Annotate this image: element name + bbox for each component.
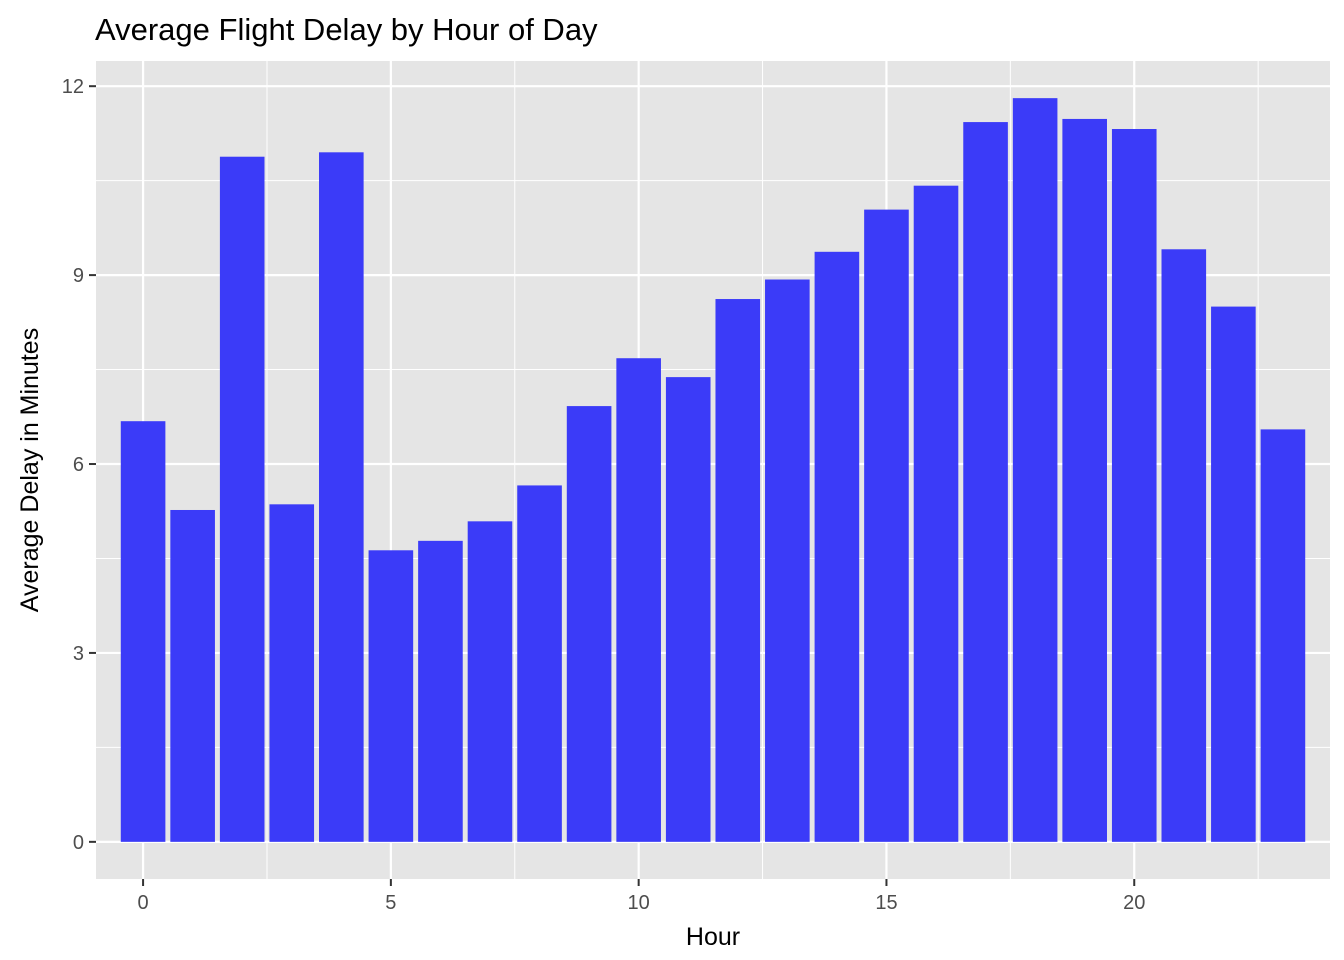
- x-tick-label: 20: [1123, 892, 1145, 914]
- bar-hour-8: [517, 485, 562, 842]
- bar-hour-14: [814, 251, 860, 842]
- bar-hour-5: [368, 550, 414, 842]
- bar-hour-17: [963, 122, 1008, 842]
- bar-hour-7: [467, 521, 513, 842]
- x-axis: 0 5 10 15 20: [138, 879, 1145, 914]
- y-axis: 0 3 6 9 12: [62, 76, 96, 854]
- bar-hour-10: [616, 358, 661, 842]
- bar-hour-4: [319, 152, 364, 842]
- bar-hour-1: [170, 509, 215, 842]
- bar-hour-6: [418, 540, 463, 842]
- bar-hour-16: [913, 185, 959, 842]
- x-axis-title: Hour: [686, 923, 740, 951]
- bar-hour-2: [219, 156, 265, 842]
- bar-hour-0: [120, 421, 166, 842]
- y-tick-label: 9: [73, 265, 84, 287]
- bar-hour-20: [1111, 129, 1157, 842]
- x-tick-label: 5: [385, 892, 396, 914]
- y-tick-label: 6: [73, 454, 84, 476]
- chart-title: Average Flight Delay by Hour of Day: [95, 12, 598, 47]
- bar-hour-18: [1012, 98, 1058, 842]
- bar-hour-23: [1260, 429, 1306, 842]
- bar-hour-12: [715, 299, 761, 842]
- x-tick-label: 0: [138, 892, 149, 914]
- y-tick-label: 0: [73, 832, 84, 854]
- x-tick-label: 10: [628, 892, 650, 914]
- bar-hour-15: [864, 209, 909, 842]
- x-tick-label: 15: [875, 892, 897, 914]
- y-tick-label: 12: [62, 76, 84, 98]
- bar-hour-13: [765, 279, 810, 842]
- bars: [120, 98, 1306, 842]
- y-tick-label: 3: [73, 643, 84, 665]
- bar-hour-3: [269, 504, 315, 842]
- bar-hour-22: [1211, 306, 1256, 842]
- y-axis-title: Average Delay in Minutes: [16, 328, 44, 612]
- bar-hour-19: [1062, 118, 1107, 842]
- bar-hour-11: [665, 377, 711, 842]
- bar-hour-21: [1161, 249, 1207, 842]
- bar-hour-9: [566, 406, 612, 842]
